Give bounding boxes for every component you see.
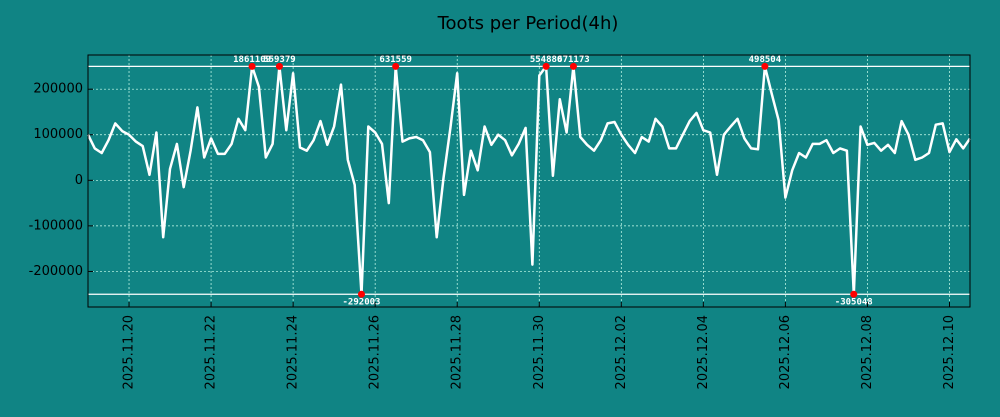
- value-label: 671173: [557, 55, 590, 65]
- y-tick-label: 200000: [33, 82, 83, 97]
- outlier-marker: [569, 62, 577, 70]
- y-tick-label: 100000: [33, 127, 83, 142]
- x-tick-label: 2025.11.30: [532, 315, 547, 389]
- x-tick-label: 2025.11.22: [204, 315, 219, 389]
- value-label: 554880: [530, 55, 563, 65]
- value-label: 559379: [263, 55, 296, 65]
- x-tick-label: 2025.11.26: [368, 315, 383, 389]
- chart-title: Toots per Period(4h): [437, 13, 619, 34]
- x-tick-label: 2025.12.04: [696, 315, 711, 389]
- value-label: 498504: [749, 55, 782, 65]
- value-label: -292003: [343, 298, 381, 308]
- x-tick-label: 2025.11.28: [450, 315, 465, 389]
- x-tick-label: 2025.12.02: [614, 315, 629, 389]
- x-tick-label: 2025.12.06: [778, 315, 793, 389]
- outlier-marker: [357, 290, 365, 298]
- outlier-marker: [392, 62, 400, 70]
- y-tick-label: 0: [75, 173, 83, 188]
- outlier-marker: [850, 290, 858, 298]
- outlier-marker: [275, 62, 283, 70]
- value-label: -305048: [835, 298, 873, 308]
- x-tick-label: 2025.11.24: [286, 315, 301, 389]
- value-label: 631559: [379, 55, 412, 65]
- value-label: 1861109: [233, 55, 271, 65]
- outlier-marker: [248, 62, 256, 70]
- x-tick-label: 2025.11.20: [122, 315, 137, 389]
- y-tick-label: -200000: [29, 264, 83, 279]
- plot-frame: [87, 54, 971, 308]
- x-tick-label: 2025.12.10: [942, 315, 957, 389]
- outlier-marker: [542, 62, 550, 70]
- y-tick-label: -100000: [29, 218, 83, 233]
- series-line: [86, 65, 972, 296]
- x-tick-label: 2025.12.08: [860, 315, 875, 389]
- outlier-marker: [761, 62, 769, 70]
